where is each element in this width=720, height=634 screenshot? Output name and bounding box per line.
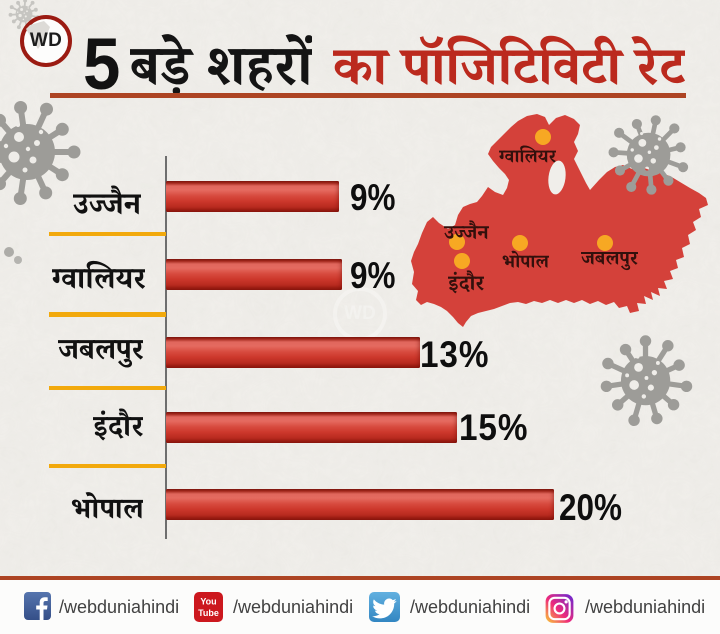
svg-text:Tube: Tube xyxy=(198,608,219,618)
svg-text:You: You xyxy=(200,597,216,607)
